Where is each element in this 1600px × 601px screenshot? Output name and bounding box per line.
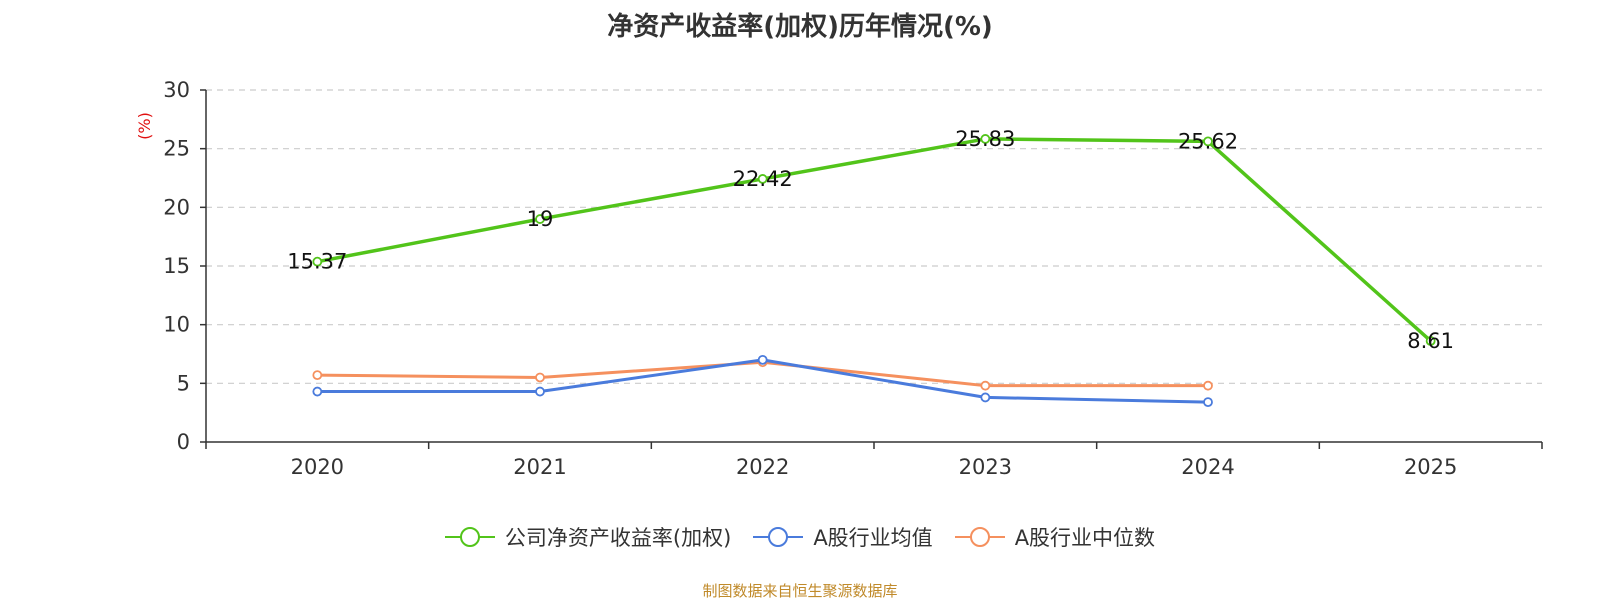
- legend-marker-icon: [954, 527, 1005, 547]
- x-tick-label: 2023: [959, 455, 1012, 479]
- x-tick-label: 2022: [736, 455, 789, 479]
- legend-label: A股行业中位数: [1014, 526, 1156, 550]
- data-point: [757, 354, 768, 365]
- x-tick-label: 2020: [291, 455, 344, 479]
- data-point: [980, 134, 991, 144]
- y-tick-label: 20: [163, 195, 190, 219]
- data-point: [312, 386, 323, 397]
- data-label: 25.83: [955, 127, 1015, 151]
- legend-marker-icon: [444, 527, 495, 547]
- data-label: 19: [527, 207, 554, 231]
- y-tick-label: 10: [163, 313, 190, 337]
- y-tick-label: 5: [177, 371, 190, 395]
- y-tick-label: 0: [177, 430, 190, 454]
- data-point: [1203, 397, 1213, 408]
- x-tick-label: 2021: [513, 455, 566, 479]
- legend-item-industry-median[interactable]: A股行业中位数: [954, 522, 1156, 552]
- data-point: [757, 174, 768, 184]
- legend-item-company-roe[interactable]: 公司净资产收益率(加权): [444, 522, 732, 552]
- legend-item-industry-mean[interactable]: A股行业均值: [753, 522, 933, 552]
- legend-label: 公司净资产收益率(加权): [504, 526, 732, 550]
- source-note: 制图数据来自恒生聚源数据库: [702, 582, 898, 600]
- data-point: [312, 370, 323, 381]
- data-point: [980, 380, 991, 391]
- chart-title: 净资产收益率(加权)历年情况(%): [607, 12, 993, 42]
- data-point: [535, 372, 545, 383]
- data-label: 22.42: [733, 167, 793, 191]
- y-tick-label: 15: [163, 254, 190, 278]
- legend-label: A股行业均值: [813, 526, 933, 550]
- data-label: 15.37: [287, 250, 347, 274]
- legend-marker-icon: [753, 527, 804, 547]
- legend: 公司净资产收益率(加权) A股行业均值 A股行业中位数: [0, 522, 1600, 552]
- y-tick-label: 25: [163, 137, 190, 161]
- series-line: [317, 137, 1432, 343]
- data-point: [1203, 136, 1213, 147]
- data-label: 25.62: [1178, 129, 1238, 153]
- data-point: [535, 214, 545, 224]
- data-point: [535, 386, 545, 397]
- y-tick-label: 30: [163, 78, 190, 102]
- x-tick-label: 2024: [1181, 455, 1234, 479]
- y-axis-label: (%): [135, 112, 154, 140]
- data-point: [312, 256, 323, 267]
- data-point: [980, 392, 991, 403]
- data-point: [1425, 336, 1436, 346]
- data-label: 8.61: [1407, 329, 1454, 353]
- data-point: [1203, 380, 1213, 391]
- x-tick-label: 2025: [1404, 455, 1457, 479]
